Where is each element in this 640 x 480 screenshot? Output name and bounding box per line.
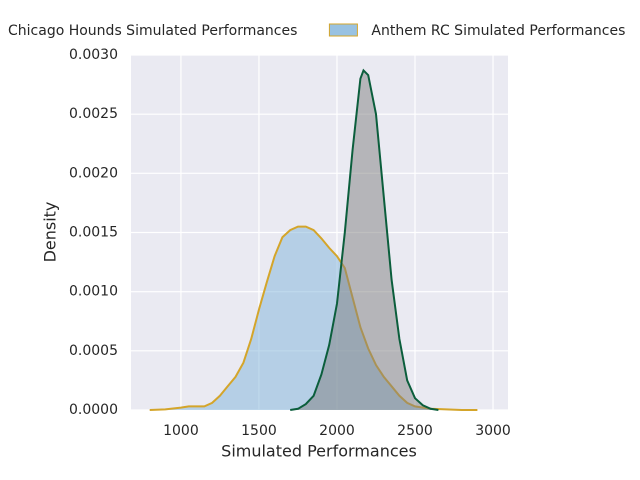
x-tick-label: 2500 (397, 423, 433, 439)
y-tick-label: 0.0015 (69, 225, 118, 241)
x-tick-label: 1000 (163, 423, 199, 439)
y-tick-label: 0.0005 (69, 343, 118, 359)
y-axis-label: Density (41, 202, 60, 263)
x-tick-label: 1500 (241, 423, 277, 439)
x-tick-label: 2000 (319, 423, 355, 439)
x-axis-label: Simulated Performances (221, 442, 417, 461)
x-tick-label: 3000 (475, 423, 511, 439)
legend-label: Chicago Hounds Simulated Performances (8, 23, 297, 39)
y-tick-label: 0.0025 (69, 106, 118, 122)
density-area (149, 226, 478, 410)
y-tick-label: 0.0000 (69, 402, 118, 418)
density-line (290, 68, 439, 411)
y-tick-label: 0.0030 (69, 47, 118, 63)
y-tick-label: 0.0020 (69, 165, 118, 181)
density-area (290, 70, 439, 411)
y-tick-label: 0.0010 (69, 284, 118, 300)
legend-label: Anthem RC Simulated Performances (371, 23, 625, 39)
legend-swatch (328, 23, 358, 37)
